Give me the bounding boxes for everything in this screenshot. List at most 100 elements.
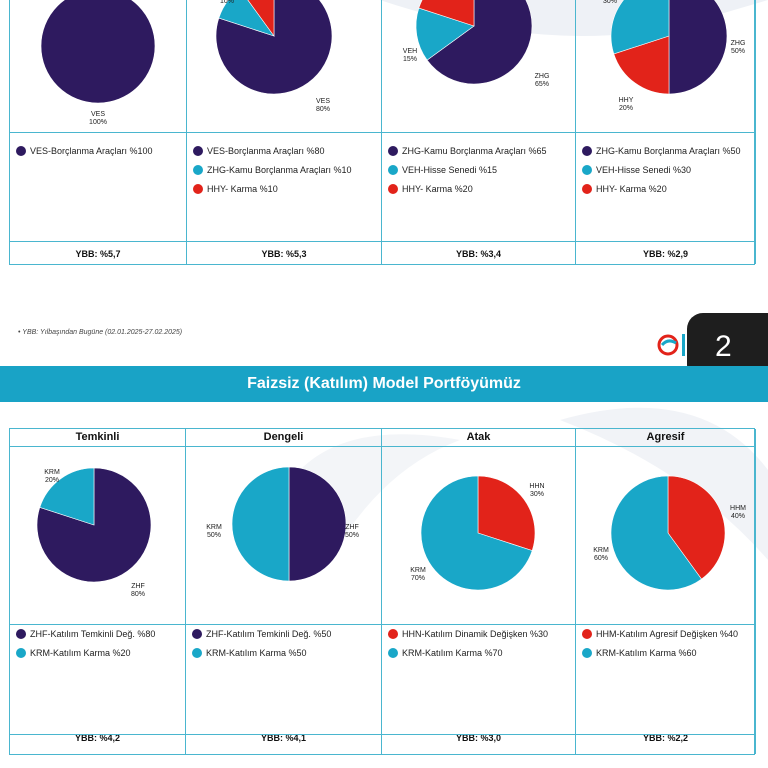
pie-slice-ves — [215, 0, 333, 95]
legend-item: HHN-Katılım Dinamik Değişken %30 — [388, 624, 571, 643]
pie-chart — [610, 475, 726, 591]
row-divider — [10, 624, 754, 625]
legend-item: ZHF-Katılım Temkinli Değ. %50 — [192, 624, 377, 643]
column-title: Atak — [466, 431, 491, 443]
column-title: Agresif — [646, 431, 685, 443]
ybb-return: YBB: %5,7 — [75, 249, 121, 259]
column-title: Temkinli — [75, 431, 120, 443]
slice-label: ZHG 65% — [534, 73, 550, 88]
legend-dot-icon — [388, 628, 398, 639]
pie-slice-zhf — [36, 467, 152, 583]
pie-slice-hhm — [667, 475, 726, 580]
legend: ZHG-Kamu Borçlanma Araçları %50 VEH-Hisse… — [582, 141, 751, 198]
legend-dot-icon — [582, 183, 592, 194]
legend-dot-icon — [582, 628, 592, 639]
row-divider — [10, 241, 754, 242]
page-number: 2 — [715, 330, 732, 363]
portfolio-column: VES 80% 10% VES-Borçlanma Araçları %80 ZHG-K… — [187, 0, 382, 264]
legend-item: VEH-Hisse Senedi %30 — [582, 160, 751, 179]
legend: ZHF-Katılım Temkinli Değ. %50 KRM-Katılım… — [192, 624, 377, 662]
legend-item: KRM-Katılım Karma %60 — [582, 643, 751, 662]
pie-chart — [40, 0, 156, 104]
ybb-return: YBB: %3,4 — [455, 249, 501, 259]
row-divider — [10, 734, 754, 735]
legend-item: HHY- Karma %20 — [388, 179, 571, 198]
legend-item: ZHG-Kamu Borçlanma Araçları %50 — [582, 141, 751, 160]
slice-label: VES 100% — [89, 111, 107, 126]
slice-label: KRM 70% — [410, 567, 426, 582]
ybb-return: YBB: %4,1 — [260, 733, 306, 743]
legend: ZHF-Katılım Temkinli Değ. %80 KRM-Katılım… — [16, 624, 181, 662]
footnote-text: YBB: Yılbaşından Bugüne (02.01.2025-27.0… — [22, 329, 183, 336]
pie-chart — [415, 0, 533, 85]
legend-text: KRM-Katılım Karma %70 — [402, 647, 503, 658]
company-logo-icon — [657, 334, 679, 356]
legend-dot-icon — [582, 164, 592, 175]
legend-dot-icon — [582, 647, 592, 658]
legend: VES-Borçlanma Araçları %80 ZHG-Kamu Borçl… — [193, 141, 377, 198]
legend-text: HHM-Katılım Agresif Değişken %40 — [596, 628, 739, 639]
legend-item: KRM-Katılım Karma %50 — [192, 643, 377, 662]
legend-text: KRM-Katılım Karma %20 — [30, 647, 131, 658]
legend-text: ZHG-Kamu Borçlanma Araçları %65 — [402, 145, 547, 156]
pie-chart — [610, 0, 728, 95]
legend: VES-Borçlanma Araçları %100 — [16, 141, 182, 160]
legend-dot-icon — [16, 647, 26, 658]
legend-dot-icon — [16, 628, 26, 639]
ybb-return: YBB: %4,2 — [74, 733, 120, 743]
ybb-return: YBB: %5,3 — [261, 249, 307, 259]
legend-dot-icon — [192, 647, 202, 658]
pie-slice-ves — [40, 0, 156, 104]
slice-label: ZHG 50% — [730, 40, 746, 55]
slice-label: HHY 20% — [618, 97, 634, 112]
pie-slice-hhy — [418, 0, 475, 27]
slice-label: VEH 15% — [402, 48, 418, 63]
legend-text: ZHG-Kamu Borçlanma Araçları %10 — [207, 164, 352, 175]
slice-label: KRM 60% — [593, 547, 609, 562]
participation-portfolio-table: Temkinli ZHF 80% KRM 20% ZHF-Katılım Temkinli… — [9, 428, 756, 755]
legend-dot-icon — [388, 647, 398, 658]
legend-item: KRM-Katılım Karma %70 — [388, 643, 571, 662]
ybb-return: YBB: %2,2 — [642, 733, 688, 743]
legend-item: HHY- Karma %20 — [582, 179, 751, 198]
legend-dot-icon — [388, 145, 398, 156]
column-title: Dengeli — [263, 431, 304, 443]
legend-text: VEH-Hisse Senedi %30 — [596, 164, 692, 175]
pie-slice-hhn — [477, 475, 536, 551]
pie-slice-zhg — [218, 0, 275, 37]
pie-slice-zhg — [668, 0, 728, 95]
legend-item: ZHG-Kamu Borçlanma Araçları %65 — [388, 141, 571, 160]
pie-slice-zhf — [288, 466, 347, 582]
slice-label: KRM 50% — [206, 524, 222, 539]
legend-text: ZHF-Katılım Temkinli Değ. %80 — [30, 628, 156, 639]
ybb-footnote: • YBB: Yılbaşından Bugüne (02.01.2025-27… — [18, 329, 183, 336]
pie-slice-krm — [420, 475, 533, 591]
logo-divider — [682, 334, 685, 356]
pie-chart — [36, 467, 152, 583]
legend-item: VES-Borçlanma Araçları %80 — [193, 141, 377, 160]
legend-item: KRM-Katılım Karma %20 — [16, 643, 181, 662]
pie-chart — [215, 0, 333, 95]
legend-dot-icon — [193, 183, 203, 194]
slice-label: KRM 20% — [44, 469, 60, 484]
legend-item: VES-Borçlanma Araçları %100 — [16, 141, 182, 160]
slice-label: VES 80% — [315, 98, 330, 113]
legend-item: VEH-Hisse Senedi %15 — [388, 160, 571, 179]
slice-label: ZHF 50% — [344, 524, 359, 539]
portfolio-column: Atak HHN 30% KRM 70% HHN-Katılım Dinamik Deği… — [382, 429, 576, 754]
legend-dot-icon — [193, 164, 203, 175]
portfolio-column: Dengeli ZHF 50% KRM 50% ZHF-Katılım Temkinli … — [186, 429, 382, 754]
row-divider — [10, 132, 754, 133]
legend-text: HHY- Karma %20 — [402, 183, 473, 194]
legend-text: ZHF-Katılım Temkinli Değ. %50 — [206, 628, 332, 639]
legend-item: HHY- Karma %10 — [193, 179, 377, 198]
slice-label: 30% — [602, 0, 617, 5]
legend: HHM-Katılım Agresif Değişken %40 KRM-Katı… — [582, 624, 751, 662]
legend-text: VES-Borçlanma Araçları %80 — [207, 145, 325, 156]
section-title: Faizsiz (Katılım) Model Portföyümüz — [247, 375, 521, 392]
pie-slice-hhy — [613, 35, 670, 95]
legend-text: ZHG-Kamu Borçlanma Araçları %50 — [596, 145, 741, 156]
slice-label: ZHF 80% — [130, 583, 145, 598]
portfolio-column: Temkinli ZHF 80% KRM 20% ZHF-Katılım Temkinli… — [10, 429, 186, 754]
pie-slice-zhg — [426, 0, 533, 85]
